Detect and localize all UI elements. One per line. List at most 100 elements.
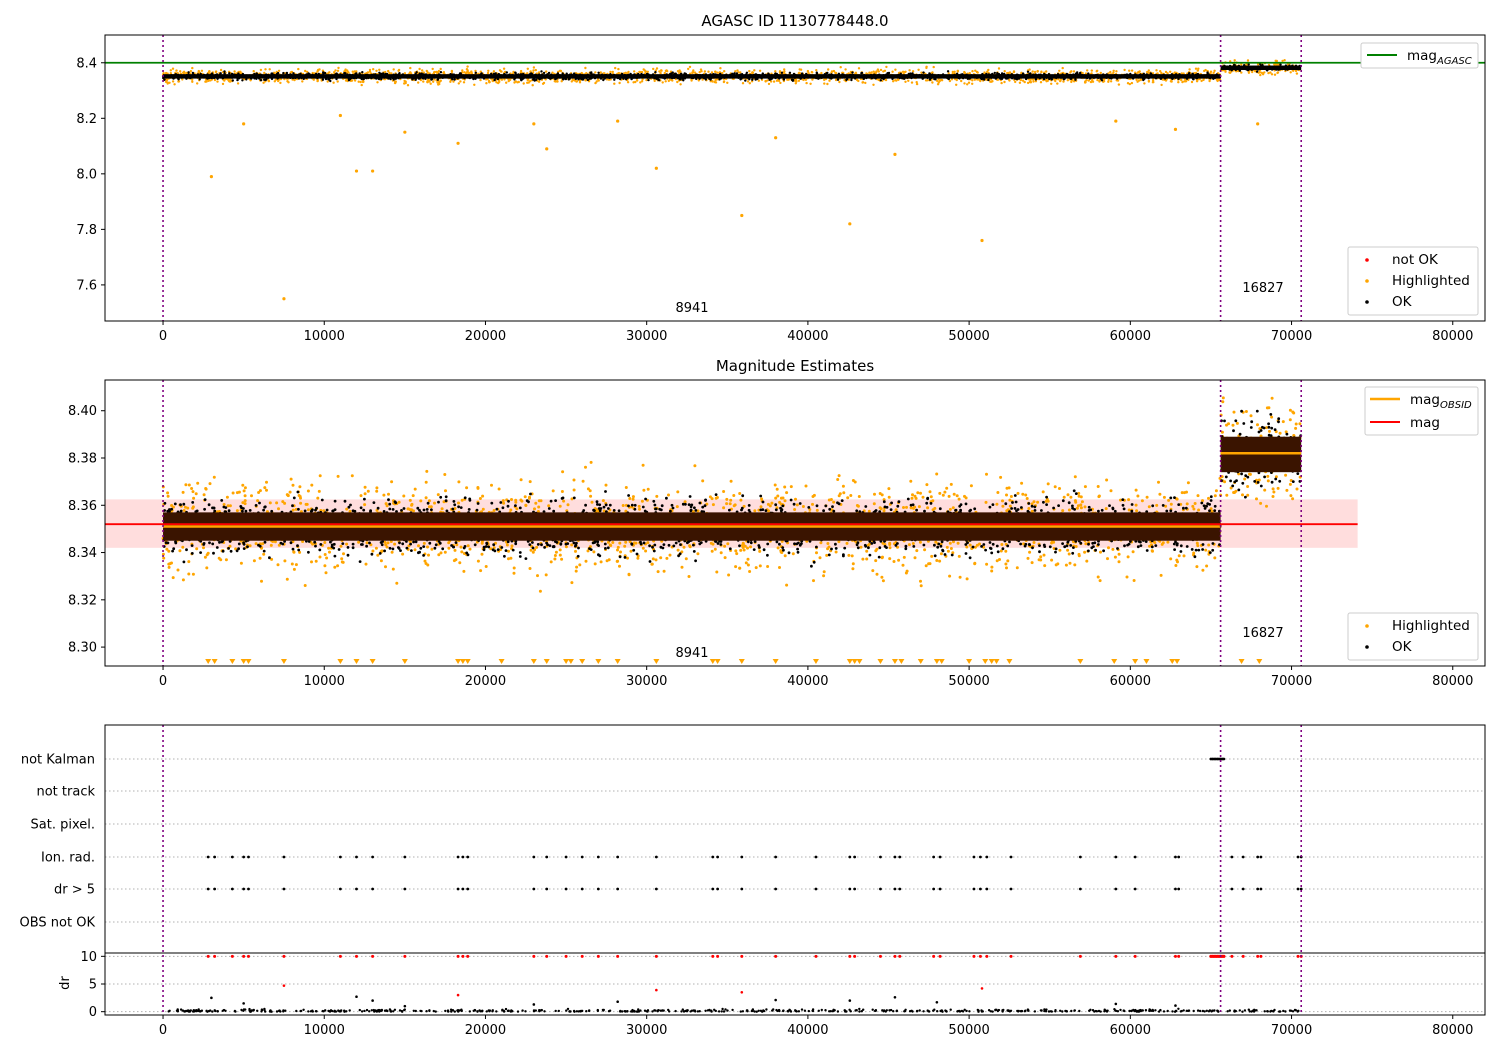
flag-event [1114,855,1118,859]
clipped-marker [938,659,945,664]
clipped-marker [856,659,863,664]
flag-event [972,887,976,891]
flag-event [1009,887,1013,891]
x-tick-label: 20000 [465,1023,506,1038]
flag-event [1296,855,1300,859]
flag-event [774,855,778,859]
dr-clipped [938,954,942,958]
clipped-marker [851,659,858,664]
flag-event [371,887,375,891]
outlier-point [403,130,407,134]
x-tick-label: 30000 [626,674,667,689]
clipped-marker [245,659,252,664]
outlier-point [282,297,286,301]
dr-clipped [1296,954,1300,958]
clipped-marker [1006,659,1013,664]
clipped-marker [891,659,898,664]
clipped-low-markers [205,659,1263,664]
dr-clipped [932,954,936,958]
outlier-point [654,166,658,170]
flag-event [466,855,470,859]
dr-clipped [1256,954,1260,958]
flag-event [371,855,375,859]
magnitude-segment-labels: 8941 16827 [675,626,1283,661]
flag-event [545,887,549,891]
flag-event [545,855,549,859]
flag-event [532,855,536,859]
flag-event [596,887,600,891]
flag-event [1222,757,1226,761]
clipped-marker [455,659,462,664]
flag-event [932,887,936,891]
flag-event [461,887,465,891]
flag-event [879,887,882,891]
x-tick-label: 10000 [304,674,345,689]
clipped-marker [898,659,905,664]
outlier-point [209,175,214,179]
flag-event [1296,887,1300,891]
x-tick-label: 40000 [787,1023,828,1038]
flag-event [461,855,465,859]
legend-highlighted-mag: Highlighted [1392,618,1470,634]
clipped-marker [369,659,376,664]
y-tick-label: 8.30 [68,641,97,656]
outlier-point [545,147,549,151]
clipped-marker [240,659,247,664]
dr-point [774,998,777,1002]
dr-points [167,954,1303,1013]
dr-point [1174,1004,1177,1007]
dr-clipped [1230,954,1234,958]
flag-event [774,887,778,891]
dr-clipped [1114,954,1118,958]
dr-tick-label: 0 [89,1005,97,1020]
dr-clipped [711,954,715,958]
dr-clipped [1173,954,1177,958]
outlier-point [774,136,778,140]
clipped-marker [353,659,360,664]
flag-event [898,887,902,891]
dr-clipped [878,954,882,958]
clipped-marker [401,659,408,664]
y-tick-label: 8.36 [68,499,97,514]
panel-title-magnitude: Magnitude Estimates [716,357,874,375]
clipped-marker [1111,659,1118,664]
flag-row-label: Ion. rad. [41,851,95,866]
flag-event [1259,887,1263,891]
y-tick-label: 8.40 [68,404,97,419]
flag-event [1241,887,1245,891]
x-tick-label: 40000 [787,674,828,689]
clipped-marker [205,659,212,664]
clipped-marker [1169,659,1176,664]
outlier-point [338,113,342,118]
outlier-point [848,222,852,226]
clipped-marker [714,659,721,664]
flag-event [355,855,358,859]
clipped-marker [229,659,236,664]
flag-event [1114,887,1118,891]
clipped-marker [464,659,471,664]
outlier-point [371,169,375,173]
flag-event [1174,855,1177,859]
magnitude-panel: Magnitude Estimates 8.30 8.32 8.34 8.36 8.38… [68,357,1486,689]
clipped-marker [988,659,995,664]
outlier-point [893,152,897,156]
flag-event [972,855,976,859]
clipped-marker [709,659,716,664]
flag-event [1256,887,1260,891]
dr-clipped [898,954,902,958]
flag-event [879,855,882,859]
x-tick-label: 70000 [1271,1023,1312,1038]
x-tick-label: 10000 [304,329,345,344]
clipped-marker [846,659,853,664]
outlier-point [242,122,246,126]
dr-clipped [814,954,818,958]
clipped-marker [966,659,973,664]
flag-event [242,887,246,891]
clipped-marker [1143,659,1150,664]
dr-clipped [848,954,852,958]
dr-clipped [545,954,549,958]
magnitude-marker-legend: Highlighted OK [1347,612,1479,661]
clipped-marker [933,659,940,664]
agasc-plot-area: 7.6 7.8 8.0 8.2 8.4 0 10000 20000 30000 40000 5000… [76,34,1486,344]
outlier-point [980,238,984,243]
